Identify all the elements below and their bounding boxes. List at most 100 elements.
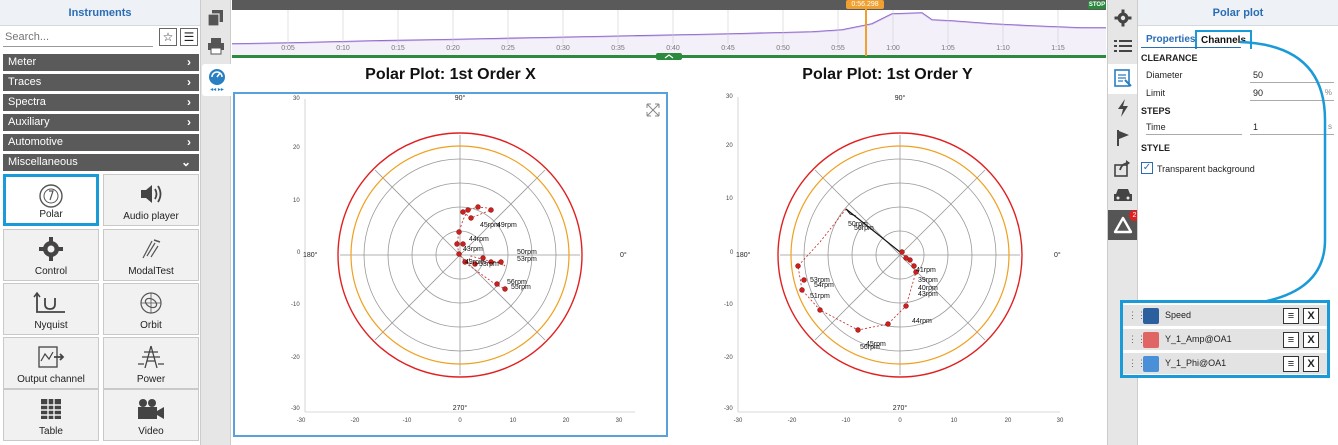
category-auxiliary[interactable]: Auxiliary › <box>3 114 199 131</box>
remove-channel-icon[interactable]: X <box>1303 356 1319 372</box>
transparent-background-label: Transparent background <box>1157 164 1255 174</box>
polar-plot-y[interactable]: 30 20 10 0 -10 -20 -30 -30 -20 -10 0 10 … <box>670 92 1105 437</box>
section-style: STYLE <box>1141 143 1171 153</box>
timeline-tick: 0:35 <box>611 45 625 52</box>
timeline[interactable]: 0:56.298 STOP 0:05 0:10 0:15 0:20 0:25 0… <box>231 0 1106 60</box>
drag-handle-icon[interactable]: ⋮⋮ <box>1128 310 1146 320</box>
x-tick: -20 <box>351 418 360 424</box>
tile-table[interactable]: Table <box>3 389 99 441</box>
x-tick: -30 <box>734 418 743 424</box>
timeline-tick: 0:50 <box>776 45 790 52</box>
time-unit-select[interactable]: Time <box>1146 122 1242 135</box>
limit-field[interactable]: 90 <box>1250 88 1334 101</box>
timeline-tick: 0:05 <box>281 45 295 52</box>
channel-color-swatch[interactable] <box>1143 356 1159 372</box>
remove-channel-icon[interactable]: X <box>1303 332 1319 348</box>
channel-row[interactable]: ⋮⋮ Speed ≡ X <box>1123 305 1327 327</box>
channel-color-swatch[interactable] <box>1143 308 1159 324</box>
timeline-tick: 1:00 <box>886 45 900 52</box>
point-label: 53rpm <box>517 256 537 263</box>
panel-title: Polar plot <box>1138 0 1338 26</box>
copy-icon[interactable] <box>204 6 228 30</box>
power-tower-icon <box>104 343 198 371</box>
export-icon[interactable] <box>1111 156 1135 180</box>
angle-label-top: 90° <box>455 94 466 102</box>
timeline-tick: 0:15 <box>391 45 405 52</box>
timeline-collapse-icon[interactable] <box>656 53 682 60</box>
channel-color-swatch[interactable] <box>1143 332 1159 348</box>
channels-list: ⋮⋮ Speed ≡ X ⋮⋮ Y_1_Amp@OA1 ≡ X ⋮⋮ Y_1_P… <box>1120 300 1330 378</box>
channel-menu-icon[interactable]: ≡ <box>1283 356 1299 372</box>
tile-nyquist[interactable]: Nyquist <box>3 283 99 335</box>
point-label: 51rpm <box>810 293 830 300</box>
tile-video[interactable]: Video <box>103 389 199 441</box>
x-tick: -30 <box>297 418 306 424</box>
tile-polar[interactable]: Polar <box>3 174 99 226</box>
channel-row[interactable]: ⋮⋮ Y_1_Phi@OA1 ≡ X <box>1123 353 1327 375</box>
flag-icon[interactable] <box>1111 126 1135 150</box>
expand-icon[interactable] <box>646 103 660 117</box>
point-label: 40rpm <box>918 285 938 292</box>
x-tick: -20 <box>788 418 797 424</box>
y-tick: -20 <box>724 355 733 361</box>
category-miscellaneous[interactable]: Miscellaneous ⌄ <box>3 154 199 171</box>
timeline-cursor-time: 0:56.298 <box>851 1 879 8</box>
x-tick: -10 <box>842 418 851 424</box>
settings-gear-icon[interactable] <box>1111 6 1135 30</box>
speaker-icon <box>104 180 198 208</box>
y-tick: 20 <box>726 143 733 149</box>
chevron-right-icon: › <box>187 55 191 69</box>
category-spectra[interactable]: Spectra › <box>3 94 199 111</box>
lightning-icon[interactable] <box>1111 96 1135 120</box>
tile-modaltest[interactable]: ModalTest <box>103 229 199 281</box>
point-label: 55rpm <box>511 284 531 291</box>
point-label: 56rpm <box>507 279 527 286</box>
section-clearance: CLEARANCE <box>1141 53 1198 63</box>
drag-handle-icon[interactable]: ⋮⋮ <box>1128 334 1146 344</box>
y-tick: 30 <box>726 94 733 100</box>
tile-power[interactable]: Power <box>103 337 199 389</box>
car-icon[interactable] <box>1111 184 1135 208</box>
remove-channel-icon[interactable]: X <box>1303 308 1319 324</box>
modal-test-icon <box>104 235 198 263</box>
list-view-icon[interactable]: ☰ <box>180 28 198 46</box>
angle-label-bottom: 270° <box>893 404 908 412</box>
timeline-tick: 0:20 <box>446 45 460 52</box>
tile-audio-player[interactable]: Audio player <box>103 174 199 226</box>
tab-properties[interactable]: Properties <box>1146 34 1196 45</box>
chevron-right-icon: › <box>187 95 191 109</box>
channel-row[interactable]: ⋮⋮ Y_1_Amp@OA1 ≡ X <box>1123 329 1327 351</box>
instruments-panel-toggle[interactable]: ◂◂ ▸▸ <box>202 64 231 96</box>
chevron-right-icon: › <box>187 135 191 149</box>
drag-handle-icon[interactable]: ⋮⋮ <box>1128 358 1146 368</box>
y-tick: -30 <box>724 406 733 412</box>
category-automotive[interactable]: Automotive › <box>3 134 199 151</box>
category-meter[interactable]: Meter › <box>3 54 199 71</box>
channel-menu-icon[interactable]: ≡ <box>1283 332 1299 348</box>
print-icon[interactable] <box>204 34 228 58</box>
channel-menu-icon[interactable]: ≡ <box>1283 308 1299 324</box>
favorite-star-icon[interactable]: ☆ <box>159 28 177 46</box>
time-field[interactable]: 1 <box>1250 122 1334 135</box>
polar-plot-x[interactable]: 30 20 10 0 -10 -20 -30 -30 -20 -10 0 10 … <box>233 92 668 437</box>
point-label: 44rpm <box>469 236 489 243</box>
angle-label-left: 180° <box>303 251 318 259</box>
diameter-field[interactable]: 50 <box>1250 70 1334 83</box>
point-label: 41rpm <box>916 267 936 274</box>
properties-panel-icon[interactable] <box>1108 64 1138 94</box>
tile-output-channel[interactable]: Output channel <box>3 337 99 389</box>
tile-orbit[interactable]: Orbit <box>103 283 199 335</box>
point-label: 49rpm <box>465 259 485 266</box>
notification-badge: 2 <box>1129 210 1140 221</box>
list-icon[interactable] <box>1111 34 1135 58</box>
instruments-panel: Instruments ☆ ☰ Meter› Traces› Spectra› … <box>0 0 201 445</box>
transparent-background-checkbox[interactable]: ✓ <box>1141 162 1153 174</box>
callout-connector <box>1239 40 1327 304</box>
timeline-tick: 1:15 <box>1051 45 1065 52</box>
category-traces[interactable]: Traces › <box>3 74 199 91</box>
tile-control[interactable]: Control <box>3 229 99 281</box>
y-tick: 30 <box>293 96 300 102</box>
tab-channels[interactable]: Channels <box>1195 30 1253 49</box>
y-tick: -10 <box>724 302 733 308</box>
search-input[interactable] <box>3 28 153 47</box>
